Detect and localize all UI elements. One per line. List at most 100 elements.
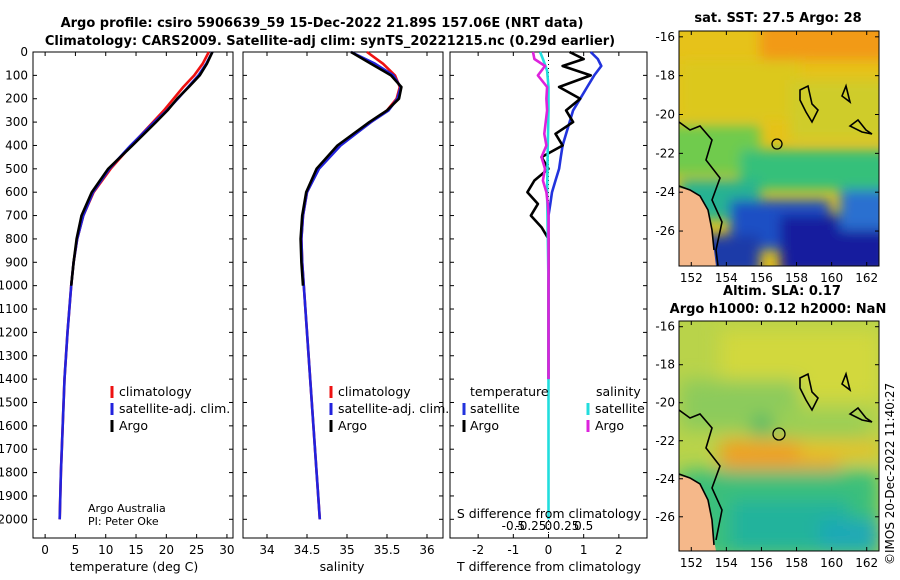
depth-tick-label: 100 bbox=[5, 68, 28, 82]
legend-label-sal-satellite: satellite bbox=[595, 401, 645, 416]
salinity-axis-label: salinity bbox=[320, 559, 365, 574]
map-y-tick-label: -24 bbox=[655, 472, 675, 486]
series-argo bbox=[299, 50, 403, 286]
map-x-tick-label: 162 bbox=[855, 271, 878, 285]
sla-argo-marker bbox=[772, 427, 786, 441]
map-y-tick-label: -20 bbox=[655, 396, 675, 410]
map-y-tick-label: -18 bbox=[655, 69, 675, 83]
figure-title-line1: Argo profile: csiro 5906639_59 15-Dec-20… bbox=[61, 16, 584, 31]
series-satellite-adj-clim- bbox=[58, 51, 214, 520]
map-y-tick-label: -24 bbox=[655, 185, 675, 199]
depth-tick-label: 600 bbox=[5, 185, 28, 199]
sst-land bbox=[679, 188, 716, 266]
x-tick-label: 25 bbox=[189, 543, 204, 557]
depth-tick-label: 700 bbox=[5, 209, 28, 223]
depth-tick-label: 900 bbox=[5, 255, 28, 269]
figure-title-line2: Climatology: CARS2009. Satellite-adj cli… bbox=[45, 34, 615, 49]
depth-tick-label: 2000 bbox=[0, 512, 28, 526]
profile-lines-layer bbox=[58, 50, 603, 520]
map-x-tick-label: 162 bbox=[855, 556, 878, 570]
depth-tick-label: 800 bbox=[5, 232, 28, 246]
sst-map-frame bbox=[678, 30, 880, 267]
series-satellite-adj-clim- bbox=[300, 50, 402, 520]
depth-tick-label: 1800 bbox=[0, 466, 28, 480]
legend-label-argo: Argo bbox=[119, 418, 148, 433]
salinity-legend: climatology satellite-adj. clim. Argo bbox=[329, 384, 449, 433]
legend-label-argo: Argo bbox=[338, 418, 367, 433]
map-y-tick-label: -22 bbox=[655, 146, 675, 160]
sst-map-title: sat. SST: 27.5 Argo: 28 bbox=[694, 11, 861, 26]
sla-map-title-line1: Altim. SLA: 0.17 bbox=[723, 284, 841, 299]
x-tick-label: 2 bbox=[615, 543, 623, 557]
depth-tick-label: 200 bbox=[5, 92, 28, 106]
depth-tick-label: 1100 bbox=[0, 302, 28, 316]
map-y-tick-label: -26 bbox=[655, 224, 675, 238]
map-x-tick-label: 154 bbox=[715, 271, 738, 285]
depth-tick-label: 1700 bbox=[0, 442, 28, 456]
map-x-tick-label: 156 bbox=[750, 556, 773, 570]
legend-label-temp-satellite: satellite bbox=[470, 401, 520, 416]
x-tick-label: 20 bbox=[159, 543, 174, 557]
map-x-tick-label: 158 bbox=[785, 271, 808, 285]
sla-coastline bbox=[679, 371, 873, 546]
sst-map-ticks: 152 154 156 158 160 162 -16 -18 -20 -22 -24 -26 bbox=[655, 30, 879, 285]
map-x-tick-label: 152 bbox=[680, 556, 703, 570]
depth-tick-label: 0 bbox=[20, 45, 28, 59]
series-salinity-argo bbox=[531, 51, 550, 380]
x-tick-label: 35.5 bbox=[374, 543, 401, 557]
series-temperature-satellite bbox=[547, 51, 603, 239]
map-y-tick-label: -22 bbox=[655, 434, 675, 448]
map-x-tick-label: 160 bbox=[820, 556, 843, 570]
map-y-tick-label: -16 bbox=[655, 320, 675, 334]
map-x-tick-label: 158 bbox=[785, 556, 808, 570]
series-argo bbox=[69, 51, 214, 286]
depth-tick-label: 300 bbox=[5, 115, 28, 129]
depth-tick-label: 1000 bbox=[0, 279, 28, 293]
axes-layer: 0 5 10 15 20 25 30 34 34.5 35 35.5 36 -2 -1 0 1 2 -0.5-0.… bbox=[33, 51, 647, 557]
depth-tick-label: 1600 bbox=[0, 419, 28, 433]
legend-label-satellite: satellite-adj. clim. bbox=[338, 401, 449, 416]
temperature-legend: climatology satellite-adj. clim. Argo bbox=[110, 384, 230, 433]
credit-org: Argo Australia bbox=[88, 502, 166, 515]
difference-legend: temperature salinity satellite Argo sate… bbox=[462, 384, 645, 433]
map-y-tick-label: -20 bbox=[655, 108, 675, 122]
depth-tick-label: 500 bbox=[5, 162, 28, 176]
sla-land bbox=[679, 476, 716, 551]
x-tick-label: -1 bbox=[507, 543, 519, 557]
imos-watermark: ©IMOS 20-Dec-2022 11:40:27 bbox=[883, 383, 897, 565]
temperature-axis-label: temperature (deg C) bbox=[70, 559, 199, 574]
x-tick-label: 0 bbox=[545, 543, 553, 557]
s-diff-tick-label: -0.5 bbox=[502, 519, 525, 533]
sla-map-ticks: 152 154 156 158 160 162 -16 -18 -20 -22 -24 -26 bbox=[655, 320, 879, 570]
sst-map-field bbox=[679, 31, 879, 266]
map-x-tick-label: 152 bbox=[680, 271, 703, 285]
legend-label-satellite: satellite-adj. clim. bbox=[119, 401, 230, 416]
x-tick-label: 5 bbox=[72, 543, 80, 557]
sst-coastline bbox=[679, 83, 873, 266]
map-x-tick-label: 154 bbox=[715, 556, 738, 570]
depth-tick-label: 1500 bbox=[0, 395, 28, 409]
x-tick-label: 30 bbox=[219, 543, 234, 557]
s-diff-tick-label: -0.25 bbox=[515, 519, 546, 533]
map-y-tick-label: -18 bbox=[655, 358, 675, 372]
legend-label-climatology: climatology bbox=[338, 384, 411, 399]
x-tick-label: 35 bbox=[339, 543, 354, 557]
t-difference-axis-label: T difference from climatology bbox=[456, 559, 642, 574]
sla-map-frame bbox=[678, 320, 880, 552]
x-tick-label: 36 bbox=[419, 543, 434, 557]
x-tick-label: 34.5 bbox=[294, 543, 321, 557]
s-diff-tick-label: 0.25 bbox=[553, 519, 580, 533]
s-diff-tick-label: 0 bbox=[545, 519, 553, 533]
series-temperature-argo bbox=[526, 50, 593, 380]
s-difference-axis-label: S difference from climatology bbox=[457, 506, 642, 521]
sla-map-title-line2: Argo h1000: 0.12 h2000: NaN bbox=[670, 302, 887, 317]
legend-title-temperature: temperature bbox=[470, 384, 549, 399]
x-tick-label: 15 bbox=[128, 543, 143, 557]
depth-tick-label: 1900 bbox=[0, 489, 28, 503]
credit-pi: PI: Peter Oke bbox=[88, 515, 159, 528]
sla-map-field bbox=[679, 321, 879, 551]
salinity-panel-frame bbox=[242, 51, 444, 539]
sst-argo-marker bbox=[771, 138, 783, 150]
series-climatology bbox=[58, 51, 210, 520]
